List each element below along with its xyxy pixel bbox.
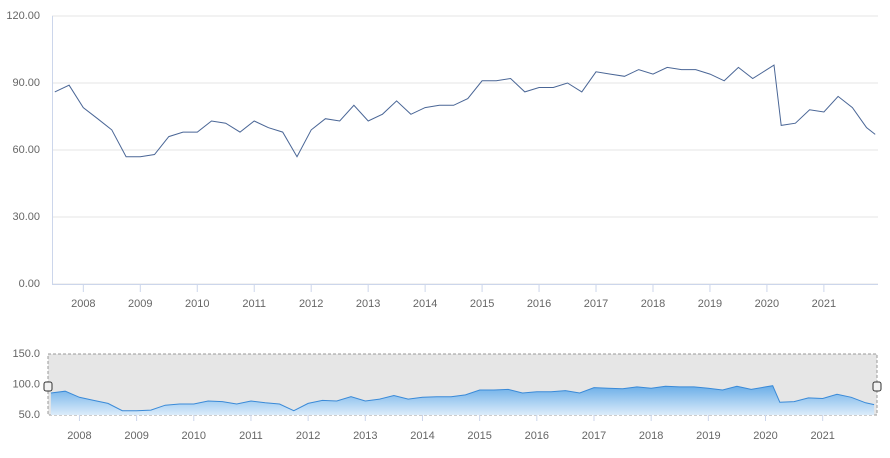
navigator-x-tick-label: 2012 <box>296 430 320 442</box>
navigator-y-tick-label: 50.0 <box>19 409 40 421</box>
navigator-y-tick-label: 100.0 <box>12 378 40 390</box>
x-tick-label: 2008 <box>71 298 95 310</box>
x-tick-label: 2014 <box>413 298 437 310</box>
navigator-x-tick-label: 2008 <box>67 430 91 442</box>
y-tick-label: 120.00 <box>6 10 40 22</box>
navigator-x-tick-label: 2009 <box>124 430 148 442</box>
navigator-x-tick-label: 2019 <box>696 430 720 442</box>
x-tick-label: 2018 <box>641 298 665 310</box>
x-tick-label: 2016 <box>527 298 551 310</box>
x-tick-label: 2012 <box>299 298 323 310</box>
x-tick-label: 2013 <box>356 298 380 310</box>
navigator-y-tick-label: 150.0 <box>12 348 40 360</box>
y-tick-label: 0.00 <box>19 278 40 290</box>
navigator-line <box>50 385 875 412</box>
navigator-handle[interactable] <box>43 381 53 392</box>
navigator-x-tick-label: 2017 <box>582 430 606 442</box>
x-tick-label: 2017 <box>584 298 608 310</box>
y-tick-label: 90.00 <box>12 77 40 89</box>
x-tick-label: 2015 <box>470 298 494 310</box>
navigator-x-tick-label: 2018 <box>639 430 663 442</box>
navigator-x-tick-label: 2013 <box>353 430 377 442</box>
navigator-x-tick-label: 2010 <box>182 430 206 442</box>
navigator-x-tick-label: 2014 <box>410 430 434 442</box>
navigator-handle[interactable] <box>872 381 882 392</box>
navigator-x-tick-label: 2021 <box>810 430 834 442</box>
x-tick-label: 2021 <box>812 298 836 310</box>
navigator-x-tick-label: 2015 <box>467 430 491 442</box>
x-tick-label: 2020 <box>755 298 779 310</box>
y-tick-label: 30.00 <box>12 211 40 223</box>
navigator-x-tick-label: 2016 <box>525 430 549 442</box>
navigator-x-tick-label: 2011 <box>239 430 263 442</box>
x-tick-label: 2009 <box>128 298 152 310</box>
x-tick-label: 2011 <box>242 298 266 310</box>
x-tick-label: 2010 <box>185 298 209 310</box>
navigator-x-tick-label: 2020 <box>753 430 777 442</box>
navigator-area <box>50 385 875 415</box>
line-series <box>54 64 876 158</box>
x-tick-label: 2019 <box>698 298 722 310</box>
y-tick-label: 60.00 <box>12 144 40 156</box>
